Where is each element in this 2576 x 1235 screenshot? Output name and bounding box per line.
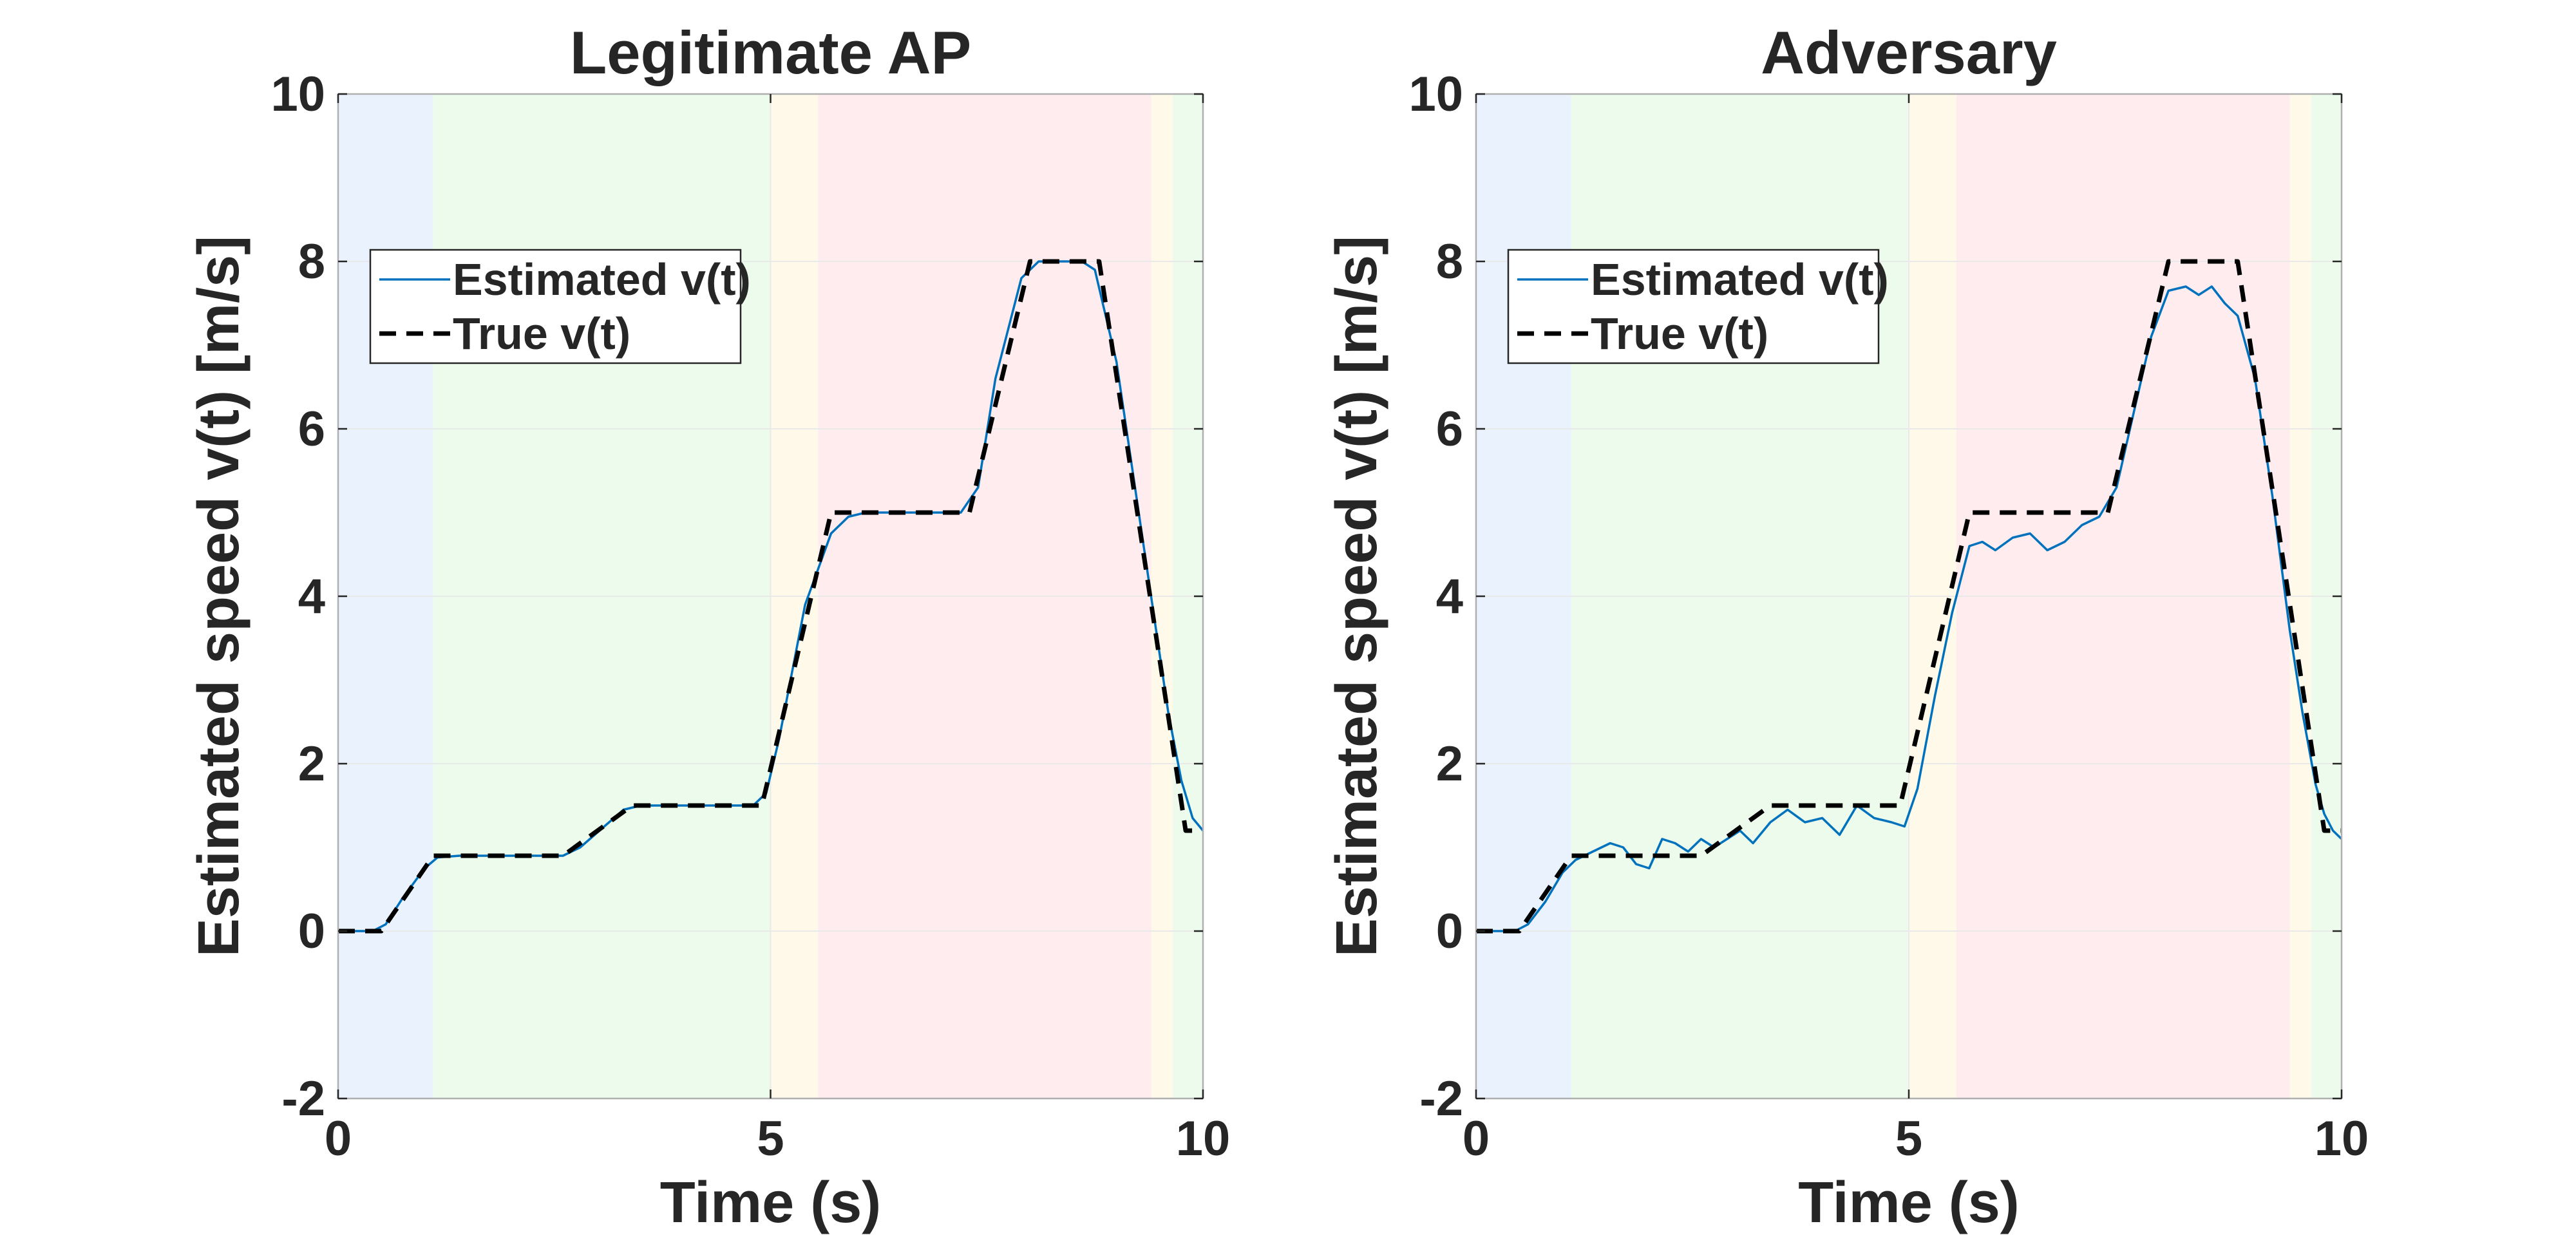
y-tick-label: 4 <box>298 569 325 624</box>
x-tick-label: 0 <box>1463 1111 1490 1166</box>
series-line-true-v-t <box>338 259 1203 934</box>
x-axis-label: Time (s) <box>1798 1171 2019 1235</box>
x-tick-label: 5 <box>757 1111 784 1166</box>
y-tick-label: 4 <box>1436 569 1463 624</box>
y-tick-label: 10 <box>270 67 325 122</box>
y-tick-label: 8 <box>1436 234 1463 289</box>
legend-label-true-v-t: True v(t) <box>1591 308 1768 359</box>
y-tick-label: 2 <box>1436 737 1463 791</box>
x-tick-label: 0 <box>325 1111 352 1166</box>
chart-title: Adversary <box>1761 19 2057 86</box>
y-axis-label: Estimated speed v(t) [m/s] <box>1325 236 1389 957</box>
y-tick-label: 0 <box>1436 904 1463 959</box>
legend: Estimated v(t)True v(t) <box>1507 249 1889 364</box>
y-tick-label: 10 <box>1408 67 1463 122</box>
y-tick-label: -2 <box>1419 1071 1463 1126</box>
legend-box <box>1507 249 1880 364</box>
legend-box <box>369 249 742 364</box>
legend-label-true-v-t: True v(t) <box>453 308 630 359</box>
y-tick-label: 0 <box>298 904 325 959</box>
legend-label-estimated-v-t: Estimated v(t) <box>453 254 751 305</box>
x-tick-label: 10 <box>1176 1111 1231 1166</box>
x-tick-label: 10 <box>2315 1111 2369 1166</box>
legend-label-estimated-v-t: Estimated v(t) <box>1591 254 1889 305</box>
chart-title: Legitimate AP <box>570 19 971 86</box>
y-tick-label: 8 <box>298 234 325 289</box>
y-tick-label: 6 <box>298 402 325 457</box>
series-line-true-v-t <box>1476 259 2342 934</box>
y-tick-label: 2 <box>298 737 325 791</box>
y-tick-label: -2 <box>281 1071 325 1126</box>
x-tick-label: 5 <box>1895 1111 1922 1166</box>
y-tick-label: 6 <box>1436 402 1463 457</box>
x-axis-label: Time (s) <box>660 1171 881 1235</box>
legend: Estimated v(t)True v(t) <box>369 249 751 364</box>
series-line-estimated-v-t <box>1476 285 2343 932</box>
y-axis-label: Estimated speed v(t) [m/s] <box>187 236 251 957</box>
